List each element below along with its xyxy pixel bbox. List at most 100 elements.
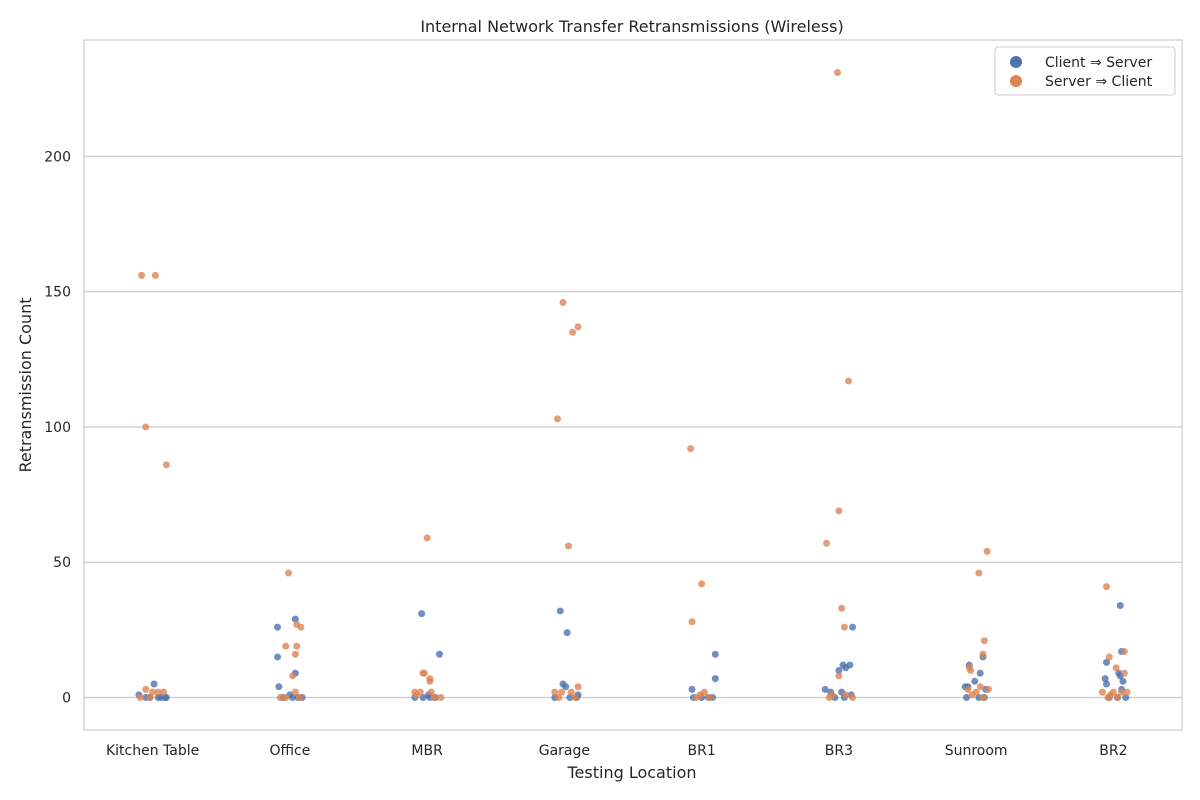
point-series1-garage-37 [574, 683, 582, 691]
point-series1-kitchen-table-9 [146, 694, 154, 702]
point-series0-br2-67 [1101, 675, 1109, 683]
point-series0-kitchen-table-6 [157, 694, 165, 702]
point-series1-kitchen-table-0 [138, 271, 146, 279]
point-series1-office-11 [282, 642, 290, 650]
point-series1-kitchen-table-2 [142, 423, 150, 431]
point-series1-office-10 [285, 569, 292, 577]
point-series1-sunroom-61 [983, 547, 991, 555]
point-series1-sunroom-69 [984, 685, 992, 693]
y-axis-title: Retransmission Count [16, 297, 35, 472]
point-series0-office-9 [274, 653, 282, 661]
point-series0-br2-72 [1122, 694, 1130, 702]
legend-marker-server-to-client [1010, 75, 1022, 87]
point-series1-br3-58 [842, 691, 850, 699]
point-series1-office-20 [295, 694, 303, 702]
point-series1-br2-83 [1113, 694, 1121, 702]
point-series1-mbr-29 [412, 691, 420, 699]
point-series0-br3-41 [835, 666, 843, 674]
point-series1-kitchen-table-1 [151, 271, 159, 279]
point-series0-office-8 [274, 623, 282, 631]
point-series1-sunroom-67 [976, 683, 984, 691]
point-series1-sunroom-66 [967, 666, 975, 674]
point-series0-garage-30 [566, 694, 574, 702]
legend-marker-client-to-server [1010, 56, 1022, 68]
point-series1-br3-52 [835, 507, 843, 515]
point-series1-br3-60 [849, 694, 857, 702]
point-series1-sunroom-68 [964, 685, 972, 693]
point-series0-sunroom-54 [971, 677, 979, 685]
point-series0-br3-45 [849, 623, 857, 631]
point-series1-garage-34 [569, 328, 577, 336]
point-series1-br3-54 [838, 604, 846, 612]
point-series1-br3-56 [835, 672, 843, 680]
point-series0-mbr-19 [435, 650, 443, 658]
point-series0-kitchen-table-7 [162, 694, 170, 702]
point-series1-br1-43 [687, 445, 695, 453]
point-series0-office-15 [289, 694, 297, 702]
point-series1-mbr-30 [430, 694, 438, 702]
point-series0-kitchen-table-2 [150, 680, 158, 688]
point-series1-garage-36 [564, 542, 572, 550]
y-tick-label-150: 150 [44, 285, 71, 301]
point-series1-mbr-28 [427, 688, 435, 696]
point-series1-garage-35 [554, 415, 562, 423]
x-tick-label-office: Office [269, 743, 310, 759]
point-series1-garage-42 [571, 694, 579, 702]
point-series1-br3-51 [844, 377, 852, 385]
point-series1-br2-84 [1104, 694, 1112, 702]
point-series1-sunroom-64 [979, 650, 987, 658]
x-axis-title: Testing Location [566, 763, 696, 782]
point-series1-sunroom-72 [979, 694, 987, 702]
point-series1-kitchen-table-6 [154, 688, 162, 696]
point-series0-sunroom-58 [963, 694, 971, 702]
x-tick-label-br2: BR2 [1099, 743, 1127, 759]
point-series1-br2-78 [1098, 688, 1106, 696]
point-series0-garage-26 [563, 629, 571, 637]
y-tick-label-50: 50 [53, 555, 71, 571]
point-series1-kitchen-table-7 [160, 688, 168, 696]
point-series0-br2-66 [1119, 677, 1127, 685]
point-series1-kitchen-table-8 [136, 694, 144, 702]
chart-title: Internal Network Transfer Retransmission… [420, 17, 843, 36]
point-series0-br1-34 [711, 650, 719, 658]
point-series1-mbr-23 [420, 669, 428, 677]
point-series1-garage-32 [559, 298, 567, 306]
point-series0-br2-68 [1103, 680, 1111, 688]
point-series1-br3-50 [834, 68, 841, 76]
point-series1-office-15 [291, 650, 299, 658]
point-series1-mbr-25 [426, 677, 434, 685]
point-series1-br3-53 [823, 539, 831, 547]
point-series0-br3-44 [846, 661, 854, 669]
gridlines [84, 155, 1182, 699]
x-tick-label-garage: Garage [539, 743, 590, 759]
legend-box [994, 46, 1176, 96]
point-series0-br2-61 [1103, 658, 1111, 666]
point-series0-mbr-18 [418, 610, 426, 618]
point-series0-br2-62 [1116, 602, 1124, 610]
point-series1-br1-44 [698, 580, 706, 588]
point-series1-office-16 [289, 672, 297, 680]
point-series0-br3-40 [821, 685, 829, 693]
legend-label-server-to-client: Server ⇒ Client [1045, 74, 1153, 90]
plot-frame [83, 39, 1183, 731]
point-series1-br2-76 [1112, 664, 1120, 672]
point-series1-br2-77 [1120, 669, 1128, 677]
point-series0-garage-25 [556, 607, 564, 615]
point-series0-br1-35 [711, 675, 719, 683]
x-tick-label-sunroom: Sunroom [945, 743, 1008, 759]
x-tick-labels: Kitchen Table Office MBR Garage BR1 BR3 Sunroo… [106, 743, 1128, 759]
point-series1-mbr-21 [423, 534, 431, 542]
point-series1-br3-55 [840, 623, 848, 631]
data-points [135, 68, 1131, 702]
legend: Client ⇒ Server Server ⇒ Client [994, 46, 1176, 96]
point-series0-office-11 [291, 615, 299, 623]
point-series1-br2-81 [1123, 688, 1131, 696]
point-series1-office-17 [291, 688, 299, 696]
point-series1-kitchen-table-5 [149, 688, 157, 696]
point-series1-kitchen-table-4 [142, 685, 150, 693]
point-series1-garage-39 [558, 688, 566, 696]
point-series0-br1-33 [688, 685, 696, 693]
point-series1-office-18 [276, 694, 284, 702]
